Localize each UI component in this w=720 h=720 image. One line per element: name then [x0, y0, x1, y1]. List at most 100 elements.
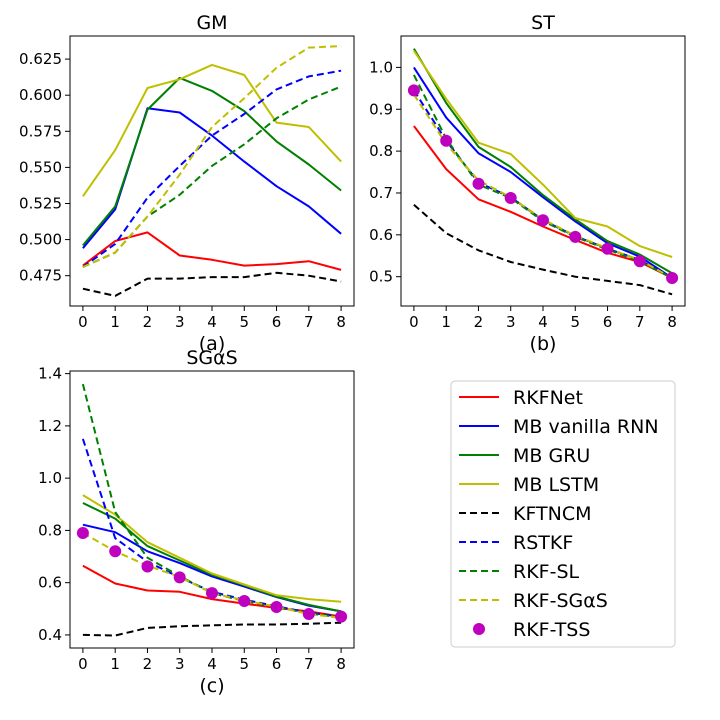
y-tick-label: 0.6 [369, 226, 393, 244]
series-line-rkf-sl [82, 85, 342, 268]
marker-point-rkf-tss [76, 527, 89, 539]
x-tick-label: 4 [538, 313, 548, 331]
marker-point-rkf-tss [440, 134, 453, 147]
chart-title: ST [531, 12, 555, 34]
legend-label: MB GRU [513, 445, 590, 467]
legend-item-rkf-sgalphas: RKF-SGαS [459, 590, 608, 612]
y-tick-label: 0.500 [19, 231, 62, 249]
y-tick-label: 1.2 [38, 417, 62, 435]
y-tick-label: 0.7 [369, 184, 393, 202]
marker-point-rkf-tss [537, 214, 549, 227]
x-tick-label: 4 [207, 313, 217, 331]
marker-point-rkf-tss [633, 255, 646, 268]
marker-point-rkf-tss [407, 84, 420, 97]
marker-point-rkf-tss [666, 272, 679, 284]
series-line-mb-lstm [82, 63, 342, 197]
y-tick-label: 1.0 [38, 469, 62, 487]
marker-point-rkf-tss [270, 601, 283, 613]
x-tick-label: 0 [78, 655, 88, 673]
x-tick-label: 5 [239, 313, 249, 331]
x-tick-label: 8 [667, 313, 677, 331]
series-line-mb-gru [82, 76, 342, 247]
x-tick-label: 3 [175, 655, 185, 673]
series-line-kftncm [413, 203, 673, 296]
y-tick-label: 0.600 [19, 86, 62, 104]
marker-point-rkf-tss [109, 545, 122, 558]
x-tick-label: 1 [110, 655, 120, 673]
legend-item-rstkf: RSTKF [459, 532, 573, 554]
legend-item-rkfnet: RKFNet [459, 387, 583, 409]
x-tick-label: 6 [272, 655, 282, 673]
x-tick-label: 6 [603, 313, 613, 331]
x-tick-label: 1 [441, 313, 451, 331]
x-axis-label: (b) [530, 333, 557, 355]
legend-item-kftncm: KFTNCM [459, 503, 592, 525]
x-tick-label: 0 [78, 313, 88, 331]
series-line-rstkf [82, 69, 342, 268]
x-tick-label: 0 [409, 313, 419, 331]
series-line-mb-lstm [82, 494, 342, 603]
y-tick-label: 0.625 [19, 50, 62, 68]
series-line-rkf-sl [81, 383, 342, 619]
legend-label: RKFNet [513, 387, 583, 409]
marker-point-rkf-tss [504, 192, 517, 204]
legend-label: RSTKF [513, 532, 573, 554]
y-tick-label: 0.9 [369, 100, 393, 118]
x-tick-label: 2 [474, 313, 484, 331]
legend-item-mb-lstm: MB LSTM [459, 474, 599, 496]
series-line-mb-gru [413, 48, 673, 275]
x-axis-label: (c) [199, 675, 224, 697]
marker-point-rkf-tss [601, 242, 614, 255]
series-line-mb-vanilla-rnn [82, 107, 342, 249]
marker-point-rkf-tss [206, 587, 218, 600]
y-tick-label: 0.4 [38, 626, 62, 644]
series-line-mb-lstm [413, 50, 673, 258]
legend-item-rkf-tss: RKF-TSS [473, 619, 590, 641]
legend-label: MB vanilla RNN [513, 416, 659, 438]
marker-point-rkf-tss [569, 230, 582, 243]
y-tick-label: 0.550 [19, 158, 62, 176]
subplot-c: 0 1 2 3 4 5 6 7 8 0.4 0.6 0.8 1.0 1.2 1.4 SGαS (c) [38, 347, 355, 697]
x-tick-label: 8 [336, 655, 346, 673]
series-line-rkfnet [82, 231, 342, 271]
x-tick-label: 2 [143, 655, 153, 673]
x-axis-label: (a) [199, 333, 225, 355]
legend-label: KFTNCM [513, 503, 592, 525]
y-tick-label: 0.475 [19, 267, 62, 285]
marker-point-rkf-tss [173, 571, 186, 584]
legend: RKFNet MB vanilla RNN MB GRU MB LSTM KFTNCM R… [450, 380, 676, 648]
x-tick-label: 3 [175, 313, 185, 331]
x-tick-label: 8 [336, 313, 346, 331]
x-tick-label: 3 [506, 313, 516, 331]
series-line-mb-vanilla-rnn [413, 66, 673, 279]
legend-item-rkf-sl: RKF-SL [459, 561, 580, 583]
x-tick-label: 6 [272, 313, 282, 331]
legend-box [450, 380, 676, 648]
y-tick-label: 1.0 [369, 58, 393, 76]
subplot-a: 0 1 2 3 4 5 6 7 8 0.475 0.500 0.525 0.550 0.575 0.600 0… [19, 12, 355, 355]
x-tick-label: 7 [304, 313, 314, 331]
series-line-kftncm [82, 621, 342, 637]
y-tick-label: 0.8 [38, 521, 62, 539]
x-tick-label: 1 [110, 313, 120, 331]
y-tick-label: 0.8 [369, 142, 393, 160]
marker-point-rkf-tss [141, 560, 154, 573]
x-tick-label: 7 [304, 655, 314, 673]
legend-label: MB LSTM [513, 474, 599, 496]
y-tick-label: 0.5 [369, 268, 393, 286]
marker-point-rkf-tss [472, 177, 485, 190]
x-tick-label: 4 [207, 655, 217, 673]
chart-title: GM [196, 12, 227, 34]
y-tick-label: 0.525 [19, 194, 62, 212]
y-tick-label: 1.4 [38, 365, 62, 383]
legend-item-mb-vanilla-rnn: MB vanilla RNN [459, 416, 659, 438]
series-line-rkf-sgalphas [82, 532, 342, 619]
y-tick-label: 0.575 [19, 122, 62, 140]
marker-point-rkf-tss [302, 608, 315, 620]
subplots: 0 1 2 3 4 5 6 7 80.4750.5000.5250.5500.5750.6000… [19, 12, 686, 697]
series-line-kftncm [82, 271, 342, 297]
x-tick-label: 5 [239, 655, 249, 673]
series-line-rkf-sgalphas [413, 94, 673, 279]
legend-item-mb-gru: MB GRU [459, 445, 590, 467]
